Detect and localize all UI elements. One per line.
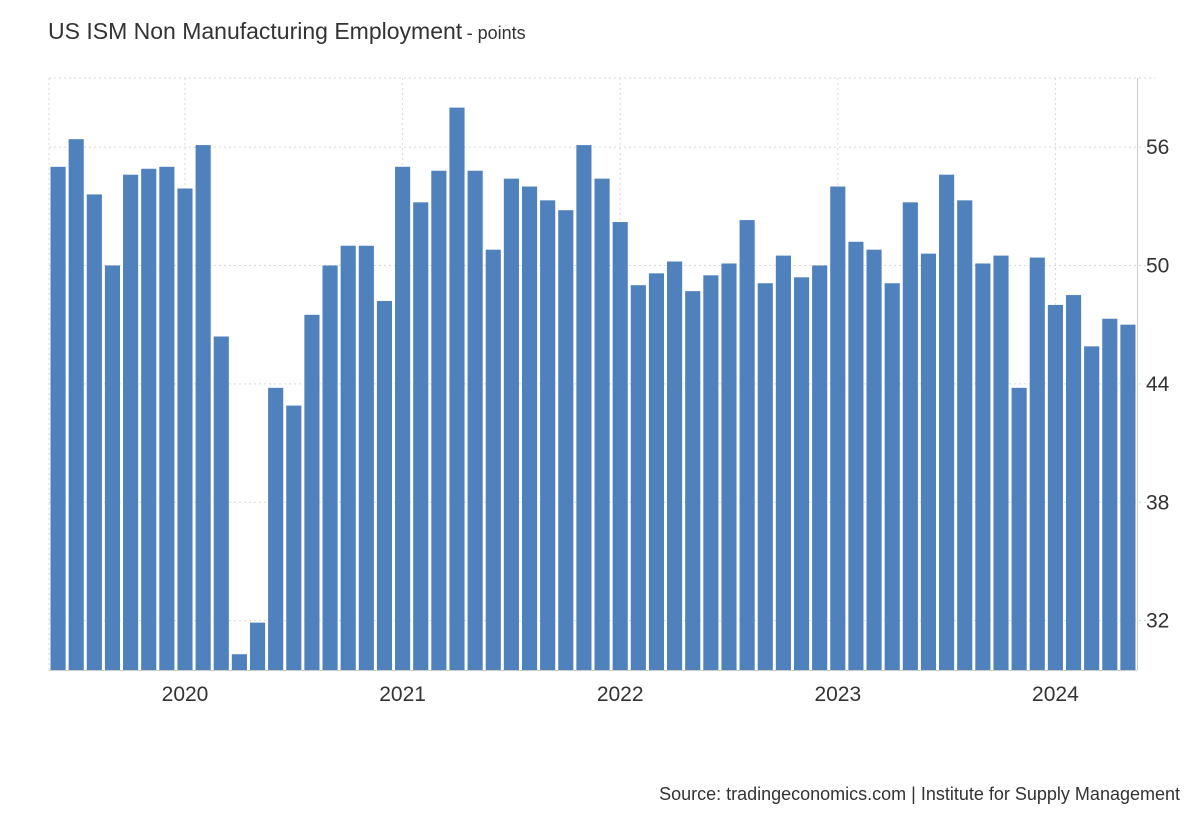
bar-2021-12 xyxy=(594,178,610,670)
bar-2022-01 xyxy=(612,222,628,671)
bar-2020-07 xyxy=(286,405,302,670)
x-tick-label: 2021 xyxy=(379,683,426,706)
bar-2024-01 xyxy=(1047,304,1063,670)
bar-2022-11 xyxy=(793,277,810,670)
y-tick-label: 50 xyxy=(1146,254,1169,277)
source-note: Source: tradingeconomics.com | Institute… xyxy=(659,784,1180,804)
y-tick-label: 38 xyxy=(1146,491,1169,514)
bar-2023-04 xyxy=(884,283,900,670)
bar-2021-07 xyxy=(503,178,519,670)
bar-2021-06 xyxy=(485,249,501,670)
bar-2021-08 xyxy=(521,186,538,670)
y-tick-label: 56 xyxy=(1146,136,1169,159)
tick-labels: 32 38 44 50 56 2020 2021 2022 2023 2024 xyxy=(162,136,1170,706)
bar-2020-03 xyxy=(213,336,229,670)
bar-2020-12 xyxy=(376,300,393,670)
bar-2022-09 xyxy=(757,283,773,670)
x-tick-label: 2020 xyxy=(162,683,209,706)
bar-2024-02 xyxy=(1065,295,1082,670)
bar-2021-11 xyxy=(576,145,592,671)
bar-2022-06 xyxy=(703,275,719,670)
bar-2024-04 xyxy=(1102,318,1118,670)
bar-2019-08 xyxy=(86,194,102,670)
bar-2019-11 xyxy=(141,168,157,670)
bar-2023-10 xyxy=(993,255,1009,670)
bar-2019-07 xyxy=(68,139,84,671)
bar-2021-05 xyxy=(467,170,483,670)
bar-2020-09 xyxy=(322,265,338,670)
bar-2023-03 xyxy=(866,249,882,670)
bars xyxy=(50,107,1136,671)
bar-2023-11 xyxy=(1011,387,1027,670)
axes xyxy=(49,78,1138,671)
bar-2023-08 xyxy=(957,200,973,670)
bar-2020-02 xyxy=(195,145,211,671)
bar-2021-01 xyxy=(395,166,411,671)
bar-2023-06 xyxy=(920,253,937,670)
bar-2020-06 xyxy=(268,387,284,670)
bar-2021-10 xyxy=(558,210,574,670)
bar-2021-03 xyxy=(431,170,447,670)
bar-2022-03 xyxy=(648,273,665,670)
bar-2023-07 xyxy=(939,174,955,670)
bar-2021-02 xyxy=(413,202,429,670)
bar-2019-09 xyxy=(104,265,121,670)
bar-2024-05 xyxy=(1120,324,1136,670)
bar-2022-02 xyxy=(630,285,646,670)
x-tick-label: 2024 xyxy=(1032,683,1079,706)
bar-2020-04 xyxy=(231,654,247,670)
chart-subtitle: - points xyxy=(466,23,526,43)
bar-2020-11 xyxy=(358,245,374,671)
bar-2020-01 xyxy=(177,188,193,670)
x-tick-label: 2023 xyxy=(814,683,861,706)
bar-2022-10 xyxy=(775,255,791,670)
bar-2019-12 xyxy=(159,166,175,671)
bar-2022-05 xyxy=(685,291,701,670)
y-tick-label: 32 xyxy=(1146,610,1169,633)
bar-2023-12 xyxy=(1029,257,1045,670)
bar-2024-03 xyxy=(1084,346,1100,670)
bar-2023-05 xyxy=(902,202,918,670)
bar-2022-04 xyxy=(667,261,683,670)
bar-2023-01 xyxy=(830,186,846,670)
bar-2022-12 xyxy=(812,265,828,670)
bar-2020-08 xyxy=(304,314,320,670)
chart-title: US ISM Non Manufacturing Employment xyxy=(48,18,463,44)
bar-2021-09 xyxy=(540,200,556,670)
bar-2021-04 xyxy=(449,107,465,671)
bar-2023-02 xyxy=(848,241,864,671)
bar-2022-08 xyxy=(739,220,755,670)
bar-2020-10 xyxy=(340,245,356,671)
bar-2022-07 xyxy=(721,263,737,670)
x-tick-label: 2022 xyxy=(597,683,644,706)
chart-title-area: US ISM Non Manufacturing Employment - po… xyxy=(48,18,526,45)
bar-2023-09 xyxy=(975,263,991,670)
y-tick-label: 44 xyxy=(1146,373,1170,396)
bar-2019-06 xyxy=(50,166,66,671)
bar-2019-10 xyxy=(123,174,139,670)
bar-2020-05 xyxy=(249,622,266,670)
